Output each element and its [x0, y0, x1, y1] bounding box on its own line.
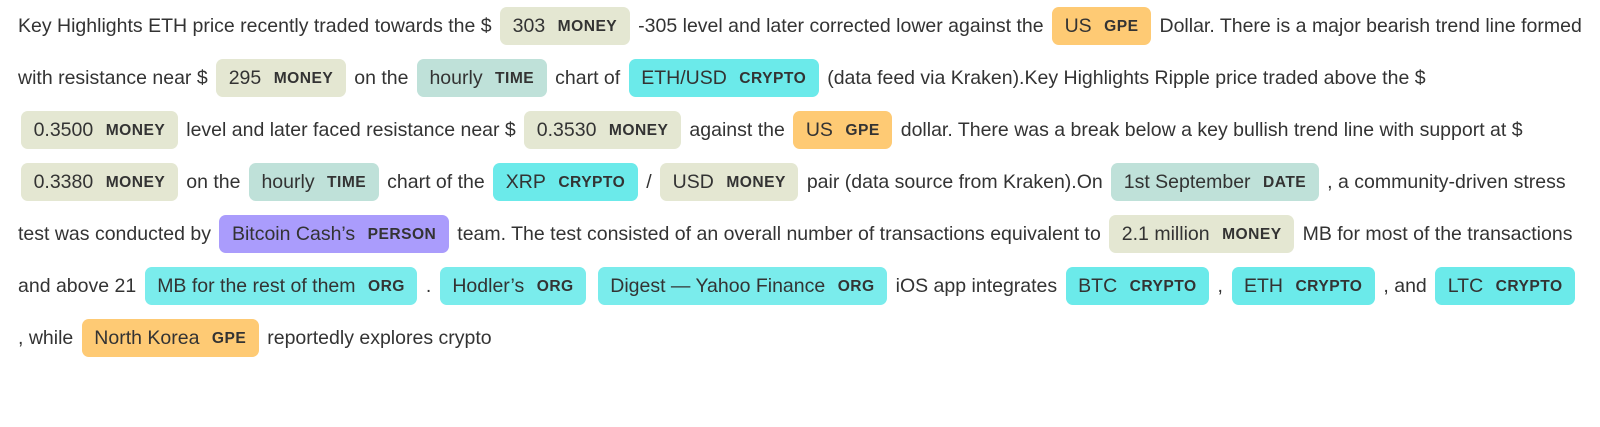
entity-text: 2.1 million	[1121, 223, 1210, 245]
entity-label: ORG	[367, 278, 405, 296]
entity-text: Hodler’s	[452, 275, 525, 297]
entity-text: hourly	[429, 67, 483, 89]
entity-org-highlight: MB for the rest of them ORG	[144, 267, 418, 305]
entity-text: US	[805, 119, 833, 141]
plain-text: , and	[1377, 275, 1433, 297]
entity-label: MONEY	[557, 18, 618, 36]
plain-text: .	[420, 275, 437, 297]
plain-text: team. The test consisted of an overall n…	[451, 223, 1107, 245]
plain-text: reportedly explores crypto	[261, 327, 492, 349]
entity-label: CRYPTO	[739, 70, 807, 88]
entity-label: CRYPTO	[1295, 278, 1363, 296]
entity-text: US	[1064, 15, 1092, 37]
entity-person-highlight: Bitcoin Cash’s PERSON	[219, 215, 449, 253]
entity-label: GPE	[845, 122, 880, 140]
plain-text	[589, 275, 594, 297]
entity-crypto-highlight: ETH/USD CRYPTO	[628, 59, 819, 97]
entity-text: hourly	[261, 171, 315, 193]
entity-label: TIME	[495, 70, 535, 88]
plain-text: chart of	[549, 67, 626, 89]
plain-text: against the	[684, 119, 791, 141]
entity-text: Bitcoin Cash’s	[231, 223, 356, 245]
plain-text: chart of the	[381, 171, 491, 193]
entity-text: 295	[228, 67, 262, 89]
entity-text: BTC	[1078, 275, 1118, 297]
entity-text: 0.3380	[33, 171, 94, 193]
entity-text: North Korea	[94, 327, 200, 349]
entity-label: MONEY	[273, 70, 334, 88]
entity-text: 0.3530	[536, 119, 597, 141]
entity-text: USD	[672, 171, 714, 193]
entity-label: MONEY	[105, 174, 166, 192]
entity-money-highlight: 2.1 million MONEY	[1109, 215, 1295, 253]
entity-label: ORG	[837, 278, 875, 296]
plain-text: Key Highlights ETH price recently traded…	[18, 15, 498, 37]
entity-gpe-highlight: US GPE	[793, 111, 893, 149]
entity-money-highlight: 295 MONEY	[216, 59, 346, 97]
plain-text: /	[640, 171, 658, 193]
plain-text: dollar. There was a break below a key bu…	[895, 119, 1523, 141]
entity-label: MONEY	[608, 122, 669, 140]
entity-crypto-highlight: BTC CRYPTO	[1065, 267, 1210, 305]
plain-text: Dollar. There is a major bearish trend l…	[18, 15, 1582, 89]
entity-label: DATE	[1263, 174, 1307, 192]
entity-date-highlight: 1st September DATE	[1111, 163, 1319, 201]
entity-text: MB for the rest of them	[157, 275, 356, 297]
entity-text: 303	[512, 15, 546, 37]
entity-label: GPE	[211, 330, 247, 348]
plain-text: -305 level and later corrected lower aga…	[632, 15, 1049, 37]
plain-text: (data feed via Kraken).Key Highlights Ri…	[821, 67, 1426, 89]
entity-crypto-highlight: LTC CRYPTO	[1435, 267, 1576, 305]
plain-text: pair (data source from Kraken).On	[801, 171, 1109, 193]
entity-crypto-highlight: XRP CRYPTO	[493, 163, 638, 201]
plain-text: on the	[348, 67, 414, 89]
entity-money-highlight: 303 MONEY	[500, 7, 630, 45]
entity-org-highlight: Digest — Yahoo Finance ORG	[597, 267, 888, 305]
entity-money-highlight: USD MONEY	[660, 163, 799, 201]
entity-label: MONEY	[1222, 226, 1282, 244]
entity-annotated-document: Key Highlights ETH price recently traded…	[18, 7, 1582, 357]
entity-money-highlight: 0.3530 MONEY	[524, 111, 681, 149]
entity-gpe-highlight: North Korea GPE	[81, 319, 259, 357]
entity-label: TIME	[327, 174, 367, 192]
plain-text: level and later faced resistance near $	[180, 119, 522, 141]
entity-text: Digest — Yahoo Finance	[610, 275, 826, 297]
entity-text: XRP	[505, 171, 546, 193]
plain-text: , while	[18, 327, 79, 349]
entity-crypto-highlight: ETH CRYPTO	[1231, 267, 1375, 305]
plain-text: , a community-driven stress test was con…	[18, 171, 1566, 245]
entity-text: 1st September	[1123, 171, 1251, 193]
entity-label: CRYPTO	[558, 174, 626, 192]
entity-label: MONEY	[726, 174, 786, 192]
entity-label: CRYPTO	[1495, 278, 1563, 296]
plain-text: iOS app integrates	[890, 275, 1063, 297]
entity-text: 0.3500	[33, 119, 94, 141]
plain-text: MB for most of the transactions and abov…	[18, 223, 1573, 297]
entity-gpe-highlight: US GPE	[1052, 7, 1151, 45]
plain-text: ,	[1212, 275, 1229, 297]
entity-text: LTC	[1447, 275, 1484, 297]
entity-org-highlight: Hodler’s ORG	[439, 267, 587, 305]
entity-label: GPE	[1104, 18, 1139, 36]
entity-text: ETH	[1243, 275, 1283, 297]
entity-label: PERSON	[367, 226, 437, 244]
entity-time-highlight: hourly TIME	[248, 163, 379, 201]
entity-label: CRYPTO	[1129, 278, 1197, 296]
entity-money-highlight: 0.3500 MONEY	[21, 111, 178, 149]
entity-label: MONEY	[105, 122, 166, 140]
plain-text: on the	[180, 171, 246, 193]
entity-time-highlight: hourly TIME	[416, 59, 547, 97]
entity-money-highlight: 0.3380 MONEY	[21, 163, 178, 201]
entity-text: ETH/USD	[641, 67, 727, 89]
entity-label: ORG	[536, 278, 574, 296]
